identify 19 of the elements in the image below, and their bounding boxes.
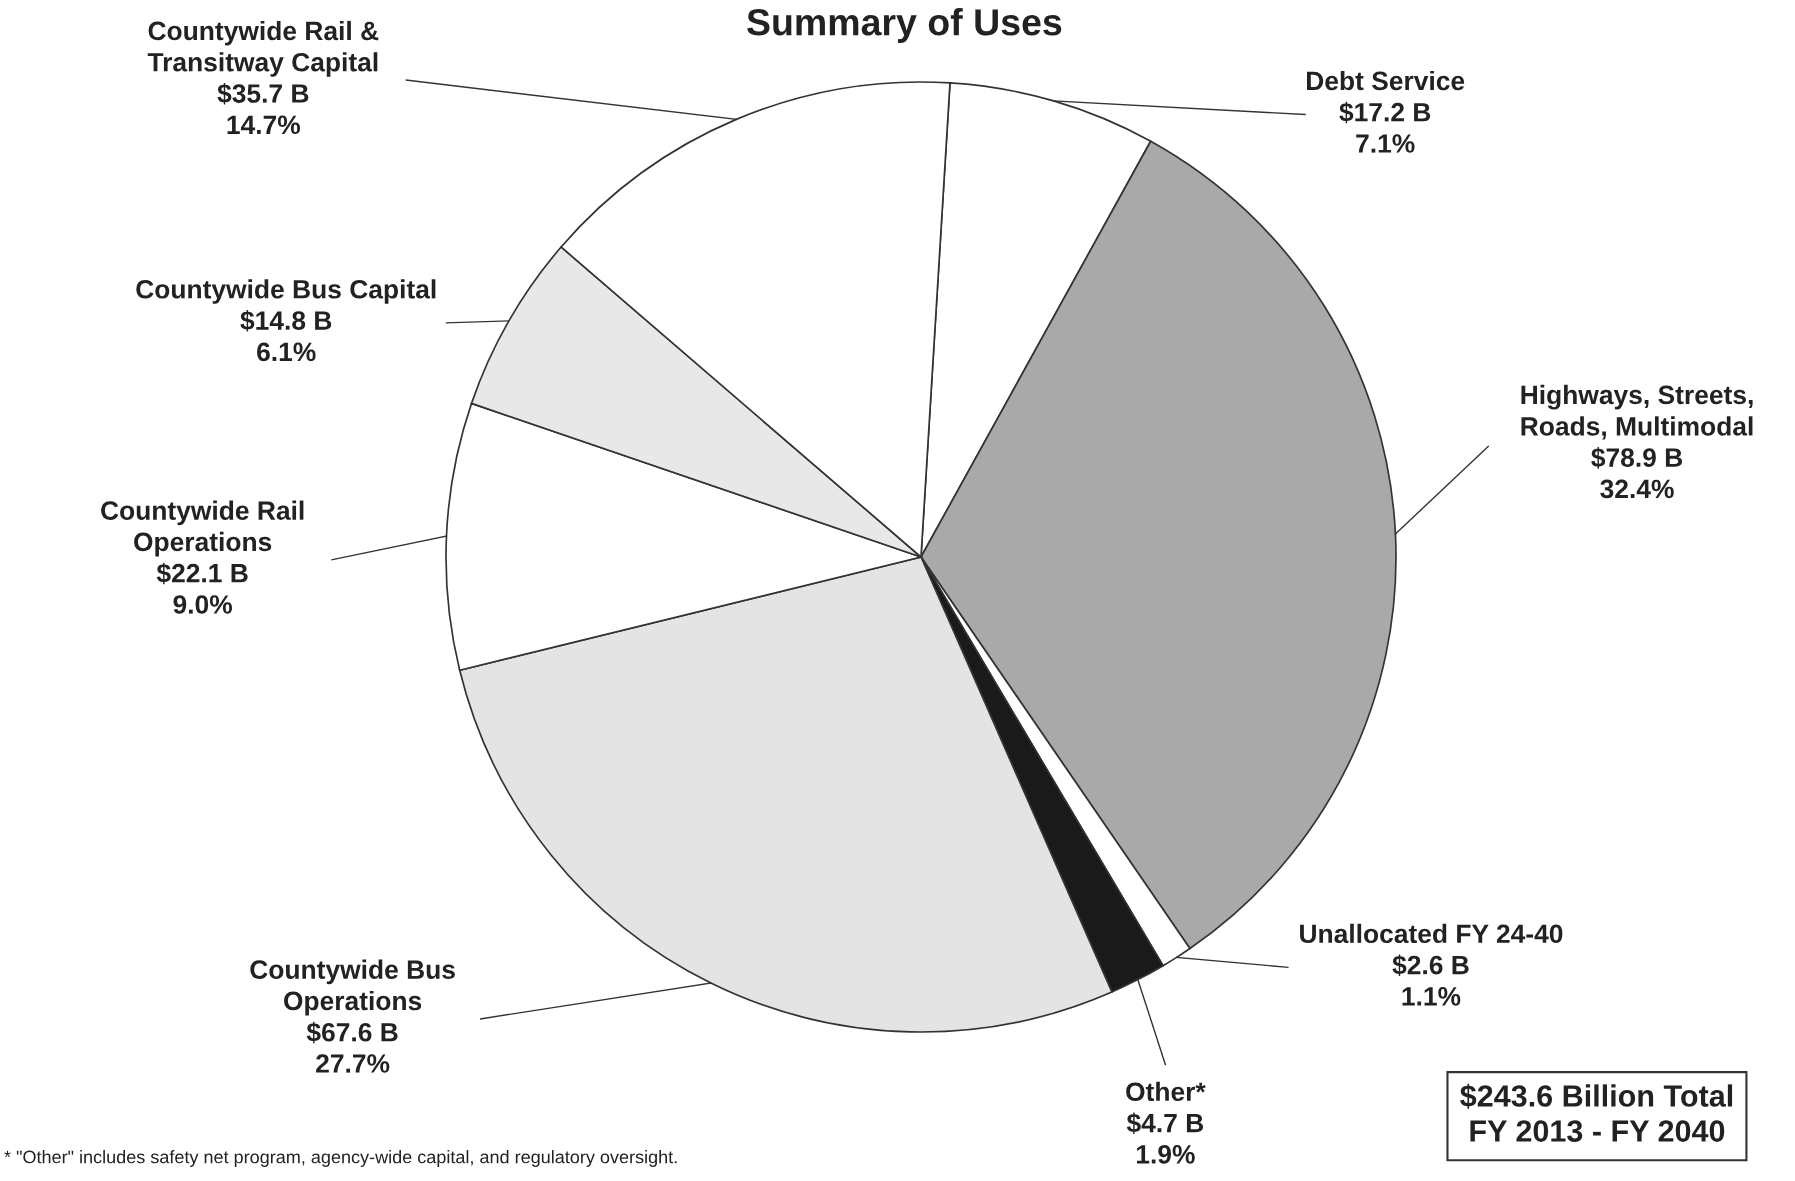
data-label: $67.6 B 27.7%	[306, 1021, 398, 1073]
slice-label: Countywide Rail Operations	[101, 500, 304, 557]
data-label: $4.7 B 1.9%	[1126, 1112, 1204, 1164]
data-label: $22.1 B 9.0%	[156, 562, 248, 614]
slice-label: Other*	[1126, 1081, 1206, 1102]
text: $243.6 Billion Total FY 2013 - FY 2040	[1460, 1083, 1733, 1142]
slice-label: Debt Service	[1307, 70, 1465, 91]
data-label: $78.9 B 32.4%	[1591, 447, 1683, 499]
slice-label: Unallocated FY 24-40	[1300, 923, 1563, 944]
text: * "Other" includes safety net program, agency-wide capital, and regulatory oversight.	[4, 1150, 677, 1167]
data-label: $17.2 B 7.1%	[1339, 101, 1431, 153]
chart-title: Summary of Uses	[747, 8, 1062, 43]
data-label: $2.6 B 1.1%	[1392, 954, 1469, 1006]
data-label: $14.8 B 6.1%	[240, 310, 332, 362]
slice-label: Countywide Rail & Transitway Capital	[147, 20, 379, 77]
data-label: $35.7 B 14.7%	[217, 83, 309, 135]
slice-label: Highways, Streets, Roads, Multimodal	[1521, 384, 1753, 440]
slice-label: Countywide Bus Operations	[250, 959, 455, 1016]
slice-label: Countywide Bus Capital	[136, 279, 436, 304]
